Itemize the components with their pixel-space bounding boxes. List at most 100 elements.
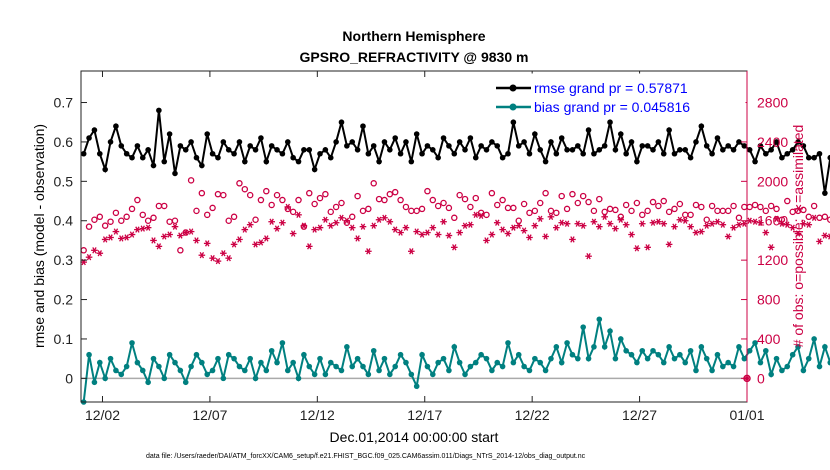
obs-assimilated-point	[348, 224, 356, 231]
obs-possible-point	[413, 207, 420, 215]
obs-assimilated-point	[343, 217, 351, 224]
obs-possible-point	[467, 203, 474, 211]
bias-point	[682, 359, 689, 366]
bias-point	[204, 371, 211, 378]
obs-possible-point	[327, 208, 334, 216]
obs-possible-point	[391, 188, 399, 196]
bias-point	[387, 371, 393, 378]
bias-point	[591, 344, 597, 350]
obs-possible-point	[220, 191, 227, 199]
obs-possible-point	[622, 201, 630, 209]
rmse-point	[96, 150, 103, 157]
bias-point	[397, 351, 404, 358]
obs-assimilated-point	[794, 230, 802, 237]
rmse-point	[86, 135, 92, 141]
bias-point	[693, 367, 699, 374]
obs-possible-point	[547, 207, 555, 215]
bias-point	[575, 355, 581, 362]
bias-point	[413, 383, 420, 390]
bias-point	[687, 347, 694, 354]
obs-assimilated-point	[295, 211, 302, 219]
obs-possible-point	[424, 187, 431, 195]
obs-possible-point	[203, 211, 211, 219]
rmse-point	[381, 139, 388, 145]
obs-assimilated-point	[622, 221, 630, 228]
obs-assimilated-point	[316, 224, 324, 231]
obs-possible-point	[692, 201, 700, 209]
bias-point	[526, 367, 533, 374]
obs-assimilated-point	[461, 222, 469, 229]
obs-assimilated-point	[262, 235, 270, 242]
rmse-point	[279, 150, 286, 157]
obs-assimilated-point	[585, 253, 592, 260]
rmse-point	[311, 166, 318, 173]
obs-possible-point	[708, 202, 716, 210]
obs-possible-point	[445, 204, 453, 212]
rmse-point	[301, 147, 307, 153]
obs-possible-point	[536, 199, 544, 207]
bias-point	[472, 359, 479, 366]
obs-possible-point	[128, 205, 136, 213]
rmse-point	[521, 139, 527, 145]
rmse-point	[596, 147, 603, 153]
rmse-point	[467, 135, 474, 141]
bias-point	[730, 363, 737, 370]
obs-assimilated-point	[606, 220, 614, 227]
obs-assimilated-point	[773, 215, 780, 222]
obs-possible-point	[698, 203, 705, 211]
obs-possible-point	[821, 213, 829, 221]
bias-point	[338, 367, 345, 374]
bias-point	[129, 340, 135, 346]
bias-point	[220, 375, 227, 382]
obs-assimilated-point	[160, 233, 168, 240]
obs-possible-point	[451, 214, 458, 222]
rmse-point	[762, 150, 769, 157]
rmse-point	[515, 143, 522, 149]
obs-possible-point	[386, 190, 394, 198]
bias-point	[247, 355, 253, 362]
obs-assimilated-point	[483, 237, 490, 244]
obs-assimilated-point	[574, 220, 582, 227]
obs-possible-point	[112, 209, 120, 217]
obs-assimilated-point	[467, 221, 474, 228]
obs-assimilated-point	[252, 241, 259, 248]
obs-assimilated-point	[418, 231, 426, 238]
bias-point	[564, 340, 570, 346]
obs-possible-point	[273, 191, 281, 199]
obs-assimilated-point	[429, 224, 437, 231]
rmse-point	[408, 158, 415, 165]
obs-possible-point	[306, 189, 313, 197]
rmse-point	[333, 139, 339, 145]
obs-possible-point	[531, 207, 539, 215]
obs-assimilated-point	[665, 241, 673, 248]
obs-assimilated-point	[440, 218, 447, 225]
bias-point	[225, 351, 232, 358]
obs-possible-point	[354, 192, 361, 200]
rmse-point	[134, 143, 141, 149]
bias-point	[548, 355, 554, 362]
bias-point	[193, 351, 200, 358]
rmse-point	[644, 143, 651, 149]
rmse-point	[102, 166, 108, 173]
rmse-point	[768, 147, 774, 153]
y-tick-label: 0.7	[54, 95, 74, 111]
obs-possible-point	[542, 189, 549, 197]
bias-point	[537, 359, 544, 366]
rmse-point	[489, 139, 495, 145]
bias-point	[714, 351, 721, 358]
rmse-point	[795, 139, 801, 145]
obs-assimilated-point	[547, 213, 555, 220]
obs-assimilated-point	[644, 244, 651, 251]
obs-possible-point	[665, 208, 673, 216]
obs-assimilated-point	[510, 224, 517, 231]
bias-point	[435, 359, 441, 366]
bias-point	[274, 359, 280, 366]
rmse-point	[499, 154, 506, 161]
rmse-point	[161, 158, 168, 165]
rmse-point	[757, 143, 764, 149]
obs-assimilated-series	[80, 203, 830, 381]
obs-assimilated-point	[638, 220, 646, 227]
obs-possible-point	[515, 217, 522, 224]
rmse-point	[548, 139, 554, 145]
